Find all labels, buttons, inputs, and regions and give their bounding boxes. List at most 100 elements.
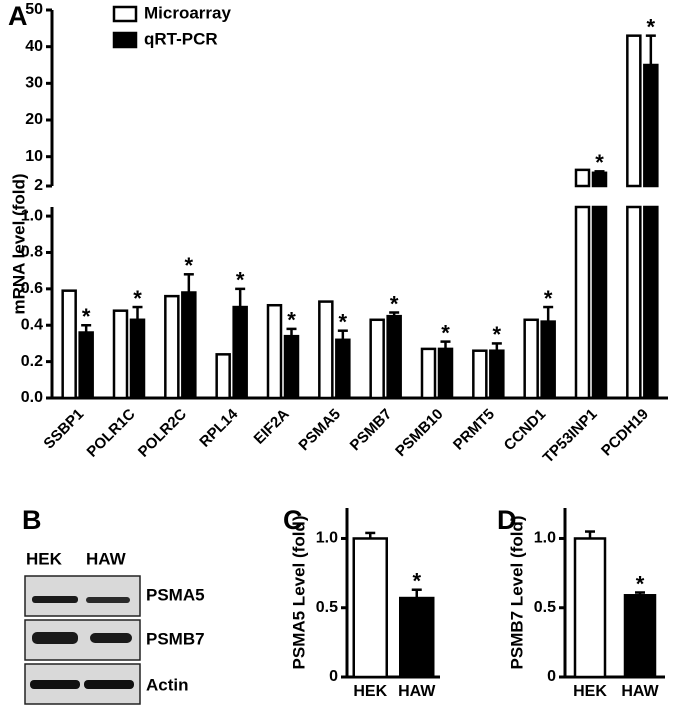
- y-tick-label: 0.2: [21, 353, 43, 370]
- x-tick-label: PCDH19: [598, 406, 652, 460]
- bar: [643, 205, 659, 400]
- bar: [129, 318, 146, 400]
- bar: [489, 349, 505, 400]
- x-tick-label: HEK: [573, 683, 607, 700]
- bar: [181, 291, 197, 400]
- y-tick-label: 1.0: [21, 207, 43, 224]
- bar: [540, 320, 556, 400]
- legend-label: Microarray: [144, 3, 231, 22]
- significance-mark: *: [647, 14, 656, 39]
- x-tick-label: PSMB10: [392, 406, 446, 460]
- significance-mark: *: [636, 571, 645, 596]
- significance-mark: *: [287, 308, 296, 333]
- bar: [61, 289, 77, 400]
- x-tick-label: HEK: [353, 683, 387, 700]
- x-tick-label: CCND1: [501, 406, 550, 455]
- bar: [437, 347, 454, 400]
- bar: [352, 537, 388, 679]
- bar: [574, 168, 591, 188]
- significance-mark: *: [544, 286, 553, 311]
- protein-label: PSMA5: [146, 585, 205, 604]
- legend-swatch: [112, 31, 138, 49]
- x-tick-label: PRMT5: [450, 406, 498, 454]
- bar: [626, 34, 642, 188]
- significance-mark: *: [339, 310, 348, 335]
- y-tick-label: 30: [25, 75, 43, 92]
- bar: [573, 537, 607, 679]
- significance-mark: *: [236, 268, 245, 293]
- bar: [386, 314, 402, 400]
- x-tick-label: EIF2A: [251, 405, 293, 447]
- bar: [472, 349, 488, 400]
- bar: [215, 353, 231, 400]
- y-tick-label: 0.0: [21, 389, 43, 406]
- x-tick-label: TP53INP1: [540, 406, 601, 467]
- significance-mark: *: [595, 150, 604, 175]
- panel-letter: A: [8, 1, 28, 31]
- x-tick-label: SSBP1: [40, 406, 87, 453]
- bar: [523, 318, 539, 400]
- panel-letter: C: [283, 505, 303, 535]
- y-tick-label: 50: [25, 1, 43, 18]
- bar: [574, 205, 591, 400]
- y-tick-label: 0: [547, 668, 556, 685]
- protein-label: PSMB7: [146, 629, 205, 648]
- y-tick-label: 1.0: [316, 530, 338, 547]
- legend-label: qRT-PCR: [144, 29, 218, 48]
- western-blot: B HEK HAW PSMA5 PSMB7 Actin: [22, 505, 205, 705]
- band: [32, 632, 78, 644]
- significance-mark: *: [390, 291, 399, 316]
- bar: [369, 318, 385, 400]
- y-axis-label: PSMA5 Level (fold): [289, 516, 308, 670]
- significance-mark: *: [133, 286, 142, 311]
- y-axis-label: PSMB7 Level (fold): [507, 516, 526, 670]
- bar: [626, 205, 642, 400]
- y-tick-label: 1.0: [534, 530, 556, 547]
- y-tick-label: 40: [25, 38, 43, 55]
- panel-letter: D: [497, 505, 517, 535]
- significance-mark: *: [441, 320, 450, 345]
- x-tick-label: POLR1C: [84, 405, 139, 460]
- bar: [318, 300, 334, 400]
- legend-swatch: [112, 5, 138, 23]
- lane-label: HAW: [86, 549, 127, 568]
- band: [30, 680, 80, 689]
- protein-label: Actin: [146, 675, 189, 694]
- y-tick-label: 10: [25, 148, 43, 165]
- x-tick-label: PSMA5: [295, 406, 344, 455]
- significance-mark: *: [412, 569, 421, 594]
- y-tick-label: 0.4: [21, 316, 43, 333]
- band: [86, 597, 130, 603]
- x-tick-label: POLR2C: [135, 405, 190, 460]
- bar: [335, 338, 351, 400]
- bar: [283, 334, 300, 400]
- x-tick-label: HAW: [621, 683, 659, 700]
- bar: [232, 305, 248, 400]
- band: [32, 596, 78, 603]
- band: [90, 633, 132, 643]
- bar: [643, 63, 659, 188]
- bar: [591, 205, 608, 400]
- bar: [623, 594, 657, 679]
- bar: [420, 347, 437, 400]
- panel-letter: B: [22, 505, 42, 535]
- bar: [266, 303, 283, 400]
- y-tick-label: 2: [34, 177, 43, 194]
- x-tick-label: RPL14: [196, 405, 241, 450]
- significance-mark: *: [185, 253, 194, 278]
- y-axis-label: mRNA level (fold): [9, 173, 28, 314]
- y-tick-label: 0.5: [534, 599, 556, 616]
- significance-mark: *: [493, 322, 502, 347]
- bar: [164, 294, 180, 400]
- x-tick-label: PSMB7: [347, 406, 396, 455]
- band: [84, 680, 134, 689]
- lane-label: HEK: [26, 549, 63, 568]
- bar: [78, 331, 94, 400]
- x-tick-label: HAW: [398, 683, 436, 700]
- y-tick-label: 0.8: [21, 244, 43, 261]
- y-tick-label: 0.5: [316, 599, 338, 616]
- bar: [112, 309, 129, 400]
- y-tick-label: 20: [25, 111, 43, 128]
- significance-mark: *: [82, 304, 91, 329]
